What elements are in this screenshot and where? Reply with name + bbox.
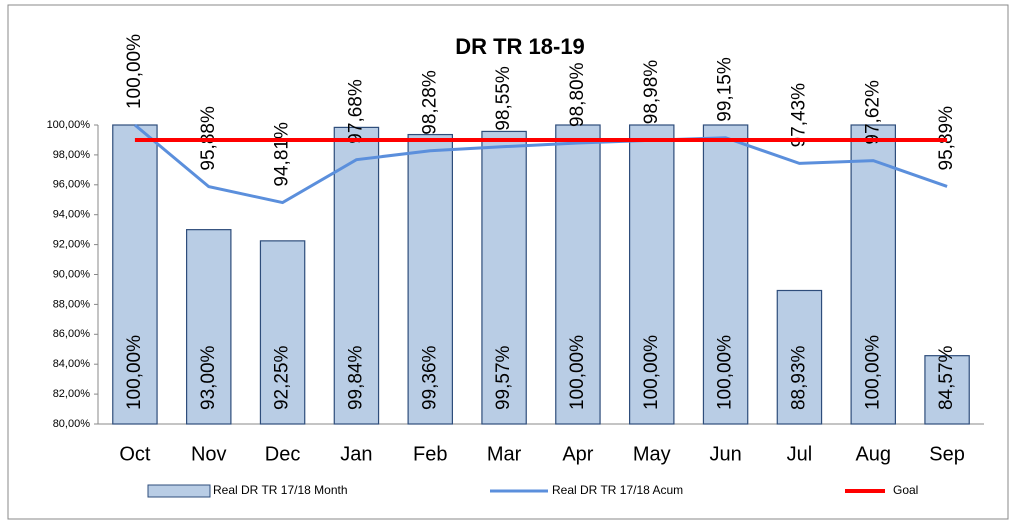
y-tick-label: 90,00% bbox=[53, 268, 91, 280]
y-tick-label: 80,00% bbox=[53, 418, 91, 430]
bar-label: 99,84% bbox=[345, 345, 366, 410]
line-label: 97,68% bbox=[345, 79, 366, 144]
x-tick-label: Dec bbox=[265, 443, 301, 465]
bar-label: 99,57% bbox=[493, 345, 514, 410]
legend-label: Real DR TR 17/18 Acum bbox=[552, 483, 683, 497]
legend-label: Goal bbox=[893, 483, 918, 497]
legend-swatch bbox=[147, 484, 211, 498]
bar bbox=[407, 133, 454, 425]
bar-label: 88,93% bbox=[788, 345, 809, 410]
line-label: 98,28% bbox=[419, 70, 440, 135]
bar bbox=[850, 124, 896, 425]
line-label: 94,81% bbox=[272, 122, 293, 187]
bar bbox=[776, 289, 823, 425]
line bbox=[133, 123, 948, 205]
x-tick-label: Sep bbox=[929, 443, 965, 465]
y-tick-label: 88,00% bbox=[53, 298, 91, 310]
x-tick-label: Aug bbox=[855, 443, 891, 465]
bar-label: 100,00% bbox=[715, 335, 736, 410]
line-label: 98,98% bbox=[641, 60, 662, 125]
line-label: 97,43% bbox=[788, 83, 809, 148]
y-tick-label: 84,00% bbox=[53, 358, 91, 370]
y-tick-label: 96,00% bbox=[53, 179, 91, 191]
y-tick-label: 94,00% bbox=[53, 209, 91, 221]
bar-label: 92,25% bbox=[272, 345, 293, 410]
bar-label: 99,36% bbox=[419, 345, 440, 410]
bar bbox=[702, 124, 749, 425]
y-tick-label: 98,00% bbox=[53, 149, 91, 161]
line-label: 98,55% bbox=[493, 66, 514, 131]
bar bbox=[333, 126, 380, 425]
bar bbox=[924, 355, 970, 425]
legend-label: Real DR TR 17/18 Month bbox=[213, 483, 348, 497]
bar bbox=[481, 130, 527, 425]
x-tick-label: Jan bbox=[340, 443, 372, 465]
line-label: 98,80% bbox=[567, 62, 588, 127]
bar bbox=[555, 124, 601, 425]
bar-label: 100,00% bbox=[567, 335, 588, 410]
bar-label: 93,00% bbox=[198, 345, 219, 410]
x-tick-label: Mar bbox=[487, 443, 522, 465]
x-tick-label: Feb bbox=[413, 443, 447, 465]
y-tick-label: 86,00% bbox=[53, 328, 91, 340]
bar-label: 100,00% bbox=[862, 335, 883, 410]
bar bbox=[112, 124, 158, 425]
x-tick-label: Oct bbox=[119, 443, 151, 465]
y-tick-label: 100,00% bbox=[47, 119, 91, 131]
x-tick-label: Apr bbox=[562, 443, 593, 465]
chart-title: DR TR 18-19 bbox=[455, 34, 585, 59]
x-tick-label: Jul bbox=[787, 443, 813, 465]
line-label: 97,62% bbox=[862, 80, 883, 145]
y-tick-label: 82,00% bbox=[53, 388, 91, 400]
line-label: 100,00% bbox=[124, 34, 145, 109]
bar bbox=[259, 240, 306, 425]
y-tick-label: 92,00% bbox=[53, 239, 91, 251]
x-tick-label: Jun bbox=[709, 443, 741, 465]
x-tick-label: May bbox=[633, 443, 671, 465]
bar bbox=[628, 124, 675, 425]
x-tick-label: Nov bbox=[191, 443, 227, 465]
bar-label: 100,00% bbox=[641, 335, 662, 410]
bar-label: 100,00% bbox=[124, 335, 145, 410]
line-label: 99,15% bbox=[715, 57, 736, 122]
bar bbox=[186, 229, 232, 425]
bar-label: 84,57% bbox=[936, 345, 957, 410]
